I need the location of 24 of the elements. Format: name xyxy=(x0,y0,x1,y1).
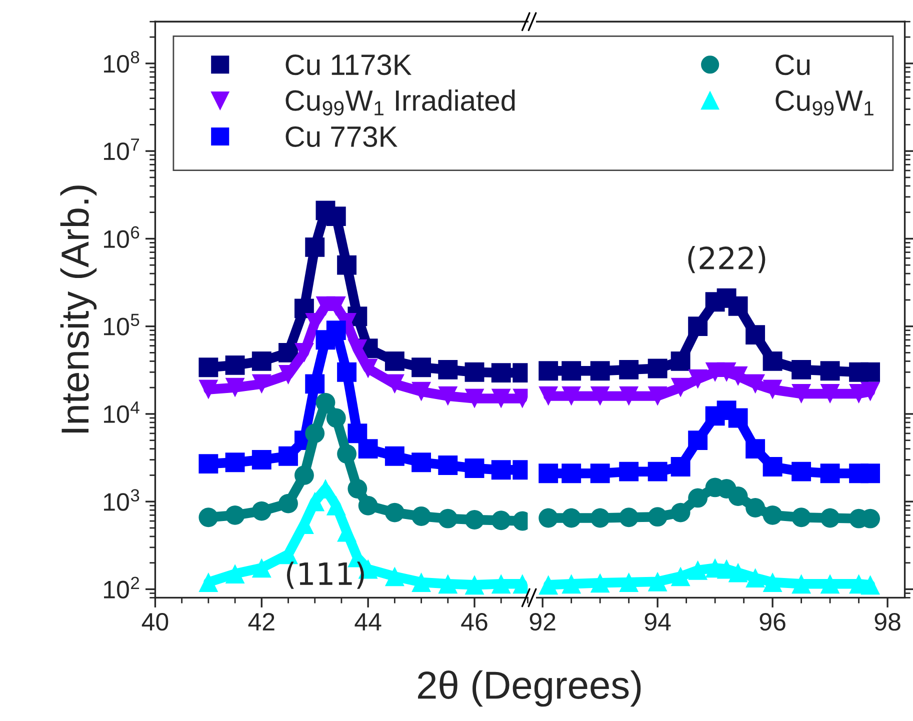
y-tick-label: 10$^{2}$ xyxy=(104,576,140,598)
x-tick-label: 42 xyxy=(248,612,274,630)
x-tick-label: 44 xyxy=(354,613,382,630)
y-tick-label: 10$^{5}$ xyxy=(104,314,140,336)
annotation: (111) xyxy=(286,562,364,589)
x-tick-label: 94 xyxy=(644,612,671,631)
legend-label: Cu 1173K xyxy=(286,54,412,76)
legend-label: Cu xyxy=(776,54,810,76)
y-tick-label: 10$^{7}$ xyxy=(104,138,140,160)
y-axis-title: Intensity (Arb.) xyxy=(60,186,97,432)
legend-label: Cu 773K xyxy=(286,126,398,148)
y-tick-label: 10$^{3}$ xyxy=(104,489,140,511)
x-tick-label: 96 xyxy=(760,612,786,631)
annotation: (222) xyxy=(688,246,766,274)
x-tick-label: 92 xyxy=(530,612,556,631)
x-tick-label: 46 xyxy=(461,612,488,631)
x-tick-label: 40 xyxy=(142,612,168,631)
x-axis-title: 2θ (Degrees) xyxy=(418,670,641,707)
legend-label: Cu$_{99}$W$_{1}$ xyxy=(776,90,874,116)
y-tick-label: 10$^{4}$ xyxy=(104,402,140,424)
legend-label: Cu$_{99}$W$_{1}$ Irradiated xyxy=(286,89,515,116)
y-tick-label: 10$^{8}$ xyxy=(104,51,140,73)
x-tick-label: 98 xyxy=(874,612,900,631)
y-tick-label: 10$^{6}$ xyxy=(104,226,140,248)
